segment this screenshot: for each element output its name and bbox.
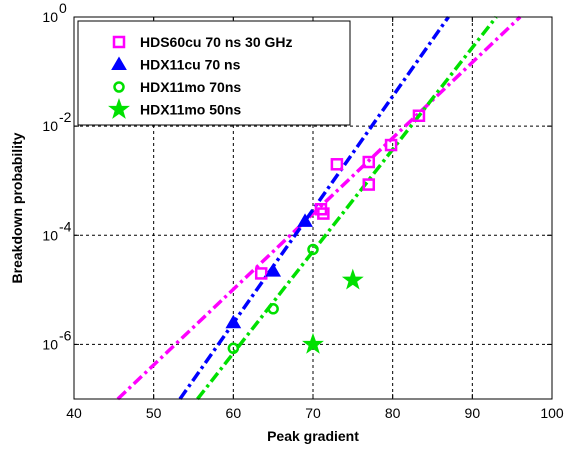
data-point xyxy=(341,268,364,290)
data-point xyxy=(225,314,242,329)
fit-lines xyxy=(116,15,522,401)
x-axis-ticks: 40 50 60 70 80 90 100 xyxy=(66,17,564,421)
data-point xyxy=(412,109,426,123)
y-tick-exponent: -2 xyxy=(59,109,72,125)
legend-label: HDX11cu 70 ns xyxy=(140,57,241,73)
legend-marker xyxy=(113,81,125,93)
y-axis-label: Breakdown probability xyxy=(9,132,25,283)
data-point xyxy=(362,178,376,191)
x-tick-label: 80 xyxy=(385,405,401,421)
x-tick-label: 90 xyxy=(465,405,481,421)
legend: HDS60cu 70 ns 30 GHz HDX11cu 70 ns HDX11mo… xyxy=(77,20,351,126)
y-tick-label: 10 xyxy=(42,227,58,243)
fit-line xyxy=(116,15,522,401)
y-tick-exponent: 0 xyxy=(59,0,67,16)
x-axis-label: Peak gradient xyxy=(267,428,359,444)
data-point xyxy=(267,303,279,315)
data-point xyxy=(330,158,344,171)
legend-label: HDS60cu 70 ns 30 GHz xyxy=(140,34,293,50)
data-point xyxy=(362,155,376,169)
legend-marker xyxy=(108,97,130,119)
legend-label: HDX11mo 50ns xyxy=(140,102,241,118)
fit-line xyxy=(178,15,450,401)
data-point xyxy=(317,207,330,220)
data-point xyxy=(297,213,313,227)
x-tick-label: 70 xyxy=(305,405,321,421)
data-point xyxy=(302,332,324,354)
data-point xyxy=(384,138,398,152)
data-point xyxy=(265,263,282,277)
y-tick-label: 10 xyxy=(42,9,58,25)
x-tick-label: 100 xyxy=(540,405,564,421)
legend-marker xyxy=(111,56,127,70)
y-tick-label: 10 xyxy=(42,118,58,134)
x-tick-label: 60 xyxy=(226,405,242,421)
legend-marker xyxy=(112,35,126,49)
data-point xyxy=(227,342,240,355)
data-point xyxy=(307,243,319,256)
data-markers xyxy=(225,109,426,355)
y-tick-exponent: -6 xyxy=(59,327,72,343)
y-tick-label: 10 xyxy=(42,336,58,352)
x-tick-label: 40 xyxy=(66,405,82,421)
fit-line xyxy=(196,15,498,401)
y-tick-exponent: -4 xyxy=(59,218,72,234)
legend-label: HDX11mo 70ns xyxy=(140,79,241,95)
data-point xyxy=(254,267,268,280)
x-tick-label: 50 xyxy=(146,405,162,421)
